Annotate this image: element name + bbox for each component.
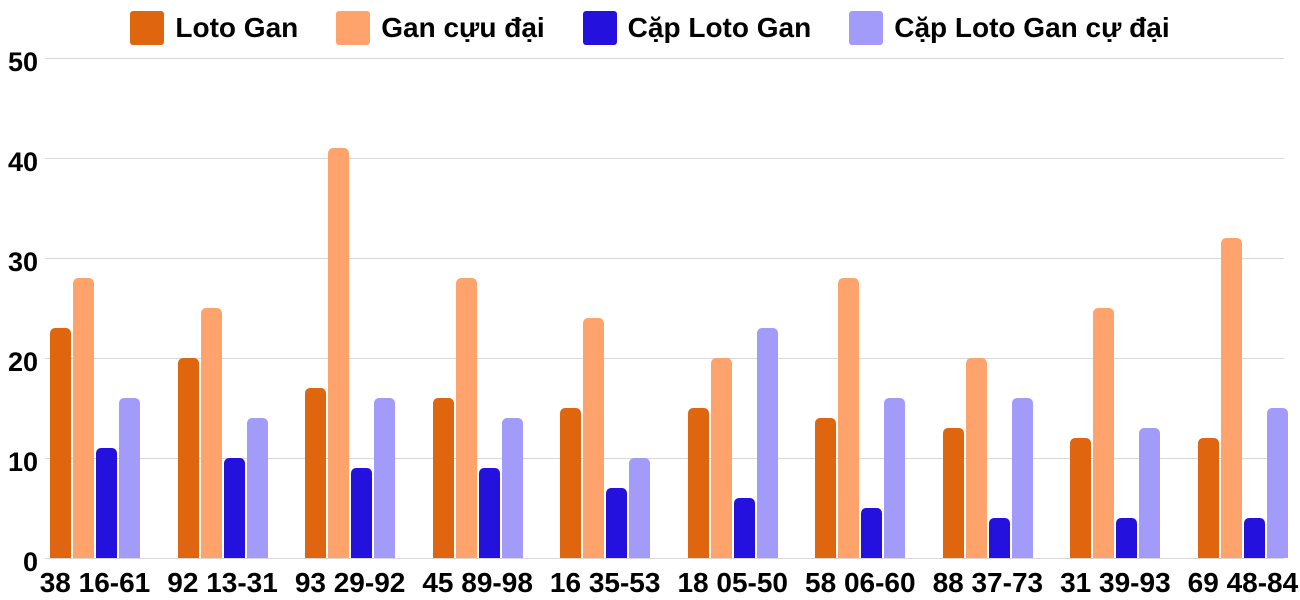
bar-group <box>1197 238 1288 558</box>
x-tick-label: 69 48-84 <box>1187 567 1299 598</box>
legend-swatch-icon <box>849 11 884 45</box>
bar <box>501 418 523 558</box>
bar <box>73 278 94 558</box>
bar <box>629 458 651 558</box>
bar <box>351 468 373 558</box>
x-tick-label: 93 29-92 <box>294 567 406 598</box>
y-tick-label: 0 <box>22 547 38 577</box>
legend-label: Cặp Loto Gan <box>627 12 812 43</box>
bar-group <box>432 278 523 558</box>
bar <box>177 358 199 558</box>
x-tick-label: 18 05-50 <box>677 567 789 598</box>
bar <box>96 448 117 558</box>
bar <box>733 498 755 558</box>
gridline <box>45 358 1284 359</box>
y-tick-label: 10 <box>7 447 38 477</box>
y-tick-label: 20 <box>7 347 38 377</box>
x-tick-label: 88 37-73 <box>932 567 1044 598</box>
bar <box>478 468 500 558</box>
bar <box>455 278 477 558</box>
bar <box>815 418 837 558</box>
gridline <box>45 558 1284 559</box>
legend-label: Gan cựu đại <box>381 12 545 43</box>
bar-group <box>687 328 778 558</box>
legend-label: Cặp Loto Gan cự đại <box>894 12 1170 43</box>
legend-label: Loto Gan <box>175 12 299 43</box>
bar <box>1070 438 1092 558</box>
bar <box>1266 408 1288 558</box>
bar <box>305 388 327 558</box>
bar-group <box>942 358 1033 558</box>
x-tick-label: 58 06-60 <box>805 567 916 598</box>
gridline <box>45 158 1284 159</box>
bar <box>710 358 732 558</box>
bar-group <box>560 318 651 558</box>
x-tick-label: 31 39-93 <box>1060 567 1171 598</box>
bar <box>988 518 1010 558</box>
gridline <box>45 258 1284 259</box>
bar <box>432 398 454 558</box>
bar <box>965 358 987 558</box>
gridline <box>45 458 1284 459</box>
legend-item: Loto Gan <box>130 11 298 45</box>
bar <box>1011 398 1033 558</box>
bar <box>606 488 628 558</box>
bar <box>200 308 222 558</box>
legend-swatch-icon <box>336 11 371 45</box>
bar <box>374 398 396 558</box>
legend-item: Cặp Loto Gan cự đại <box>849 11 1170 45</box>
plot-area <box>45 58 1288 559</box>
legend-item: Gan cựu đại <box>336 11 545 45</box>
bar <box>50 328 71 558</box>
chart-legend: Loto Gan Gan cựu đại Cặp Loto Gan Cặp Loto … <box>0 11 1300 45</box>
gridline <box>45 58 1284 59</box>
bar-group <box>305 148 396 558</box>
bar-group <box>177 308 268 558</box>
bar <box>223 458 245 558</box>
bar <box>1243 518 1265 558</box>
bar-group <box>1070 308 1161 558</box>
bar <box>560 408 582 558</box>
legend-swatch-icon <box>130 11 165 45</box>
bar <box>1220 238 1242 558</box>
bar <box>246 418 268 558</box>
x-tick-label: 45 89-98 <box>422 567 533 598</box>
y-tick-label: 40 <box>7 147 38 177</box>
y-tick-label: 50 <box>7 47 38 77</box>
bar <box>942 428 964 558</box>
bar-group <box>815 278 906 558</box>
bar <box>861 508 883 558</box>
bar <box>328 148 350 558</box>
bar <box>119 398 140 558</box>
legend-item: Cặp Loto Gan <box>582 11 812 45</box>
x-tick-label: 38 16-61 <box>39 567 151 598</box>
bar <box>884 398 906 558</box>
bar <box>1139 428 1161 558</box>
x-tick-label: 16 35-53 <box>549 567 661 598</box>
bar <box>1116 518 1138 558</box>
bar <box>838 278 860 558</box>
x-tick-label: 92 13-31 <box>167 567 278 598</box>
bar-group <box>50 278 140 558</box>
bar <box>756 328 778 558</box>
bar <box>1197 438 1219 558</box>
bar <box>687 408 709 558</box>
y-tick-label: 30 <box>7 247 38 277</box>
bar <box>1093 308 1115 558</box>
legend-swatch-icon <box>582 11 617 45</box>
bar <box>583 318 605 558</box>
